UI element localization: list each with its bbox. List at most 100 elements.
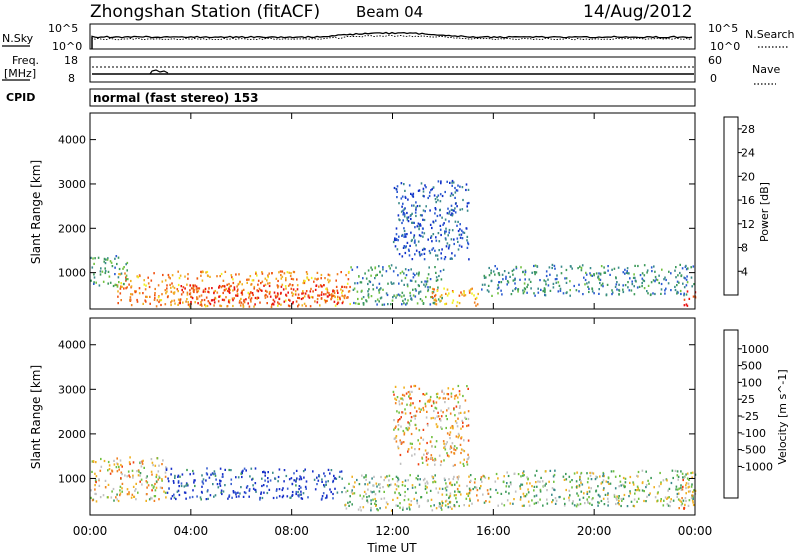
data-cell — [238, 273, 240, 276]
data-cell — [123, 287, 125, 290]
data-cell — [213, 495, 215, 498]
data-cell — [451, 257, 453, 260]
data-cell — [513, 278, 516, 282]
data-cell — [433, 504, 435, 507]
data-cell — [136, 300, 139, 303]
data-cell — [685, 268, 688, 271]
data-cell — [429, 303, 432, 306]
data-cell — [297, 296, 299, 299]
data-cell — [338, 475, 341, 478]
data-cell — [424, 405, 427, 408]
data-cell — [332, 497, 334, 500]
data-cell — [404, 298, 406, 301]
data-cell — [268, 272, 270, 275]
data-cell — [202, 270, 204, 274]
data-cell — [121, 487, 123, 490]
data-cell — [314, 300, 316, 303]
data-cell — [179, 302, 181, 305]
data-cell — [193, 290, 195, 294]
data-cell — [434, 302, 437, 305]
data-cell — [468, 291, 471, 294]
data-cell — [322, 492, 325, 495]
data-cell — [587, 500, 589, 503]
data-cell — [515, 287, 517, 290]
data-cell — [580, 481, 582, 484]
data-cell — [592, 472, 595, 475]
data-cell — [186, 483, 189, 486]
data-cell — [609, 482, 612, 485]
data-cell — [399, 506, 401, 509]
data-cell — [332, 479, 335, 482]
data-cell — [177, 480, 180, 483]
data-cell — [134, 291, 137, 294]
data-cell — [481, 480, 483, 483]
data-cell — [192, 472, 195, 475]
data-cell — [190, 287, 193, 290]
data-cell — [132, 485, 135, 488]
data-cell — [239, 304, 242, 307]
data-cell — [186, 468, 188, 472]
data-cell — [128, 283, 130, 286]
data-cell — [291, 490, 294, 494]
data-cell — [264, 479, 266, 482]
data-cell — [295, 492, 297, 496]
data-cell — [585, 273, 588, 276]
data-cell — [423, 477, 426, 480]
data-cell — [622, 497, 625, 500]
data-cell — [495, 488, 497, 492]
data-cell — [617, 497, 620, 500]
data-cell — [527, 478, 529, 481]
data-cell — [154, 297, 156, 300]
data-cell — [675, 276, 677, 279]
data-cell — [169, 277, 171, 280]
data-cell — [164, 279, 167, 282]
data-cell — [446, 432, 449, 435]
data-cell — [410, 217, 412, 221]
data-cell — [458, 302, 461, 305]
data-cell — [116, 457, 118, 460]
data-cell — [637, 475, 639, 478]
data-cell — [632, 481, 635, 484]
data-cell — [172, 285, 174, 288]
data-cell — [670, 289, 672, 292]
data-cell — [275, 489, 278, 492]
data-cell — [455, 494, 457, 497]
data-cell — [200, 274, 202, 277]
data-cell — [133, 495, 136, 498]
data-cell — [510, 293, 513, 296]
data-cell — [417, 463, 420, 466]
data-cell — [264, 474, 266, 477]
data-cell — [216, 291, 219, 294]
data-cell — [402, 219, 404, 222]
data-cell — [130, 279, 132, 283]
data-cell — [407, 448, 410, 451]
data-cell — [472, 487, 474, 491]
data-cell — [375, 500, 377, 503]
data-cell — [680, 274, 682, 278]
data-cell — [132, 461, 135, 464]
data-cell — [127, 278, 129, 281]
data-cell — [361, 474, 363, 477]
data-cell — [510, 483, 512, 486]
data-cell — [242, 288, 245, 291]
data-cell — [681, 497, 683, 500]
data-cell — [456, 487, 459, 491]
data-cell — [446, 485, 449, 488]
data-cell — [690, 485, 693, 488]
data-cell — [114, 266, 116, 269]
data-cell — [95, 281, 97, 284]
data-cell — [135, 498, 137, 501]
data-cell — [127, 470, 130, 473]
data-cell — [353, 287, 356, 290]
data-cell — [126, 475, 128, 478]
data-cell — [572, 500, 574, 503]
data-cell — [115, 255, 118, 258]
data-cell — [412, 195, 415, 198]
data-cell — [489, 488, 492, 491]
data-cell — [434, 266, 436, 269]
data-cell — [365, 492, 367, 496]
data-cell — [469, 479, 472, 482]
data-cell — [410, 503, 412, 506]
data-cell — [356, 266, 359, 269]
data-cell — [314, 288, 317, 291]
